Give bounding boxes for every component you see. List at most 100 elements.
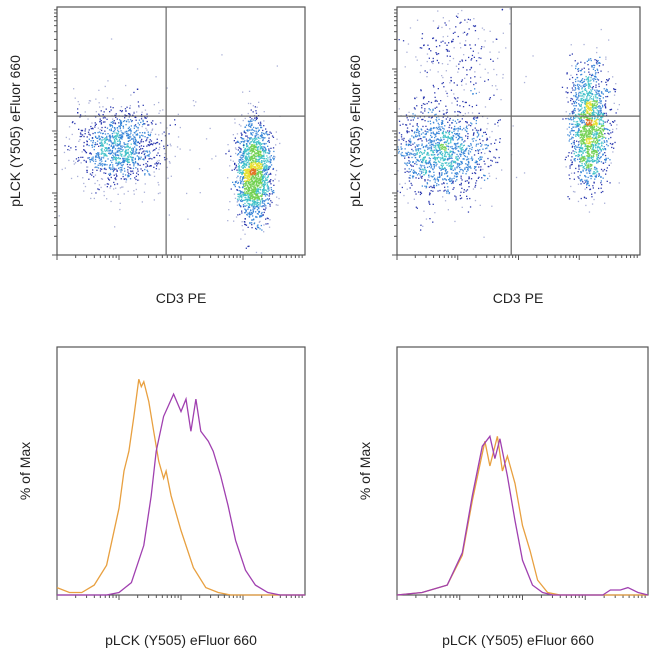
data-point xyxy=(262,183,264,186)
data-point xyxy=(252,149,254,151)
data-point xyxy=(242,177,245,179)
data-point xyxy=(106,198,108,200)
data-point xyxy=(414,135,417,138)
data-point xyxy=(259,143,261,145)
data-point xyxy=(254,149,256,151)
data-point xyxy=(126,145,128,147)
data-point xyxy=(577,146,579,148)
data-point xyxy=(422,146,424,149)
data-point xyxy=(267,145,269,147)
data-point xyxy=(244,233,246,235)
data-point xyxy=(260,143,263,145)
data-point xyxy=(446,140,449,142)
data-point xyxy=(605,173,607,175)
data-point xyxy=(247,152,250,154)
data-point xyxy=(611,143,613,146)
data-point xyxy=(258,143,260,145)
data-point xyxy=(598,173,600,175)
data-point xyxy=(589,121,591,123)
data-point xyxy=(256,164,258,166)
data-point xyxy=(436,117,438,119)
data-point xyxy=(580,70,582,72)
data-point xyxy=(432,84,434,87)
data-point xyxy=(429,141,431,143)
data-point xyxy=(413,107,416,109)
data-point xyxy=(470,158,472,160)
data-point xyxy=(242,152,244,154)
data-point xyxy=(593,125,596,128)
data-point xyxy=(246,189,249,191)
data-point xyxy=(248,199,250,201)
data-point xyxy=(466,158,469,160)
data-point xyxy=(250,203,252,205)
data-point xyxy=(139,149,141,151)
data-point xyxy=(575,94,577,97)
data-point xyxy=(236,133,239,135)
data-point xyxy=(397,170,399,172)
data-point xyxy=(490,159,492,161)
data-point xyxy=(441,167,443,169)
data-point xyxy=(249,147,251,149)
data-point xyxy=(164,135,167,137)
data-point xyxy=(437,176,439,178)
data-point xyxy=(102,121,105,123)
data-point xyxy=(146,145,148,147)
data-point xyxy=(407,119,409,121)
data-point xyxy=(91,137,94,140)
data-point xyxy=(68,145,70,147)
data-point xyxy=(249,119,252,121)
data-point xyxy=(575,92,577,94)
data-point xyxy=(493,156,495,158)
data-point xyxy=(135,144,137,146)
data-point xyxy=(609,159,611,161)
data-point xyxy=(250,149,252,151)
data-point xyxy=(591,128,593,130)
data-point xyxy=(432,168,434,171)
data-point xyxy=(262,170,264,172)
data-point xyxy=(449,178,451,180)
data-point xyxy=(113,188,115,190)
data-point xyxy=(152,144,154,146)
data-point xyxy=(244,218,246,220)
data-point xyxy=(168,214,170,216)
data-point xyxy=(80,135,83,138)
data-point xyxy=(170,175,172,177)
data-point xyxy=(249,123,251,125)
data-point xyxy=(594,142,596,144)
data-point xyxy=(415,193,417,195)
data-point xyxy=(265,177,267,179)
data-point xyxy=(402,139,405,141)
data-point xyxy=(144,152,146,155)
data-point xyxy=(128,113,130,115)
data-point xyxy=(251,157,253,159)
data-point xyxy=(464,168,466,170)
data-point xyxy=(71,121,74,124)
data-point xyxy=(95,153,97,155)
data-point xyxy=(250,190,253,192)
data-point xyxy=(598,123,600,125)
data-point xyxy=(265,165,267,168)
data-point xyxy=(489,175,491,177)
data-point xyxy=(137,179,139,181)
data-point xyxy=(454,160,457,163)
data-point xyxy=(142,151,144,153)
data-point xyxy=(437,156,440,158)
data-point xyxy=(456,147,458,149)
data-point xyxy=(434,162,436,164)
data-point xyxy=(108,147,110,149)
data-point xyxy=(259,144,261,146)
data-point xyxy=(435,119,437,121)
data-point xyxy=(425,173,427,175)
data-point xyxy=(252,174,254,176)
data-point xyxy=(118,134,120,136)
data-point xyxy=(461,139,463,141)
data-point xyxy=(119,163,121,165)
data-point xyxy=(249,142,251,144)
data-point xyxy=(157,162,160,164)
data-point xyxy=(480,145,482,147)
data-point xyxy=(248,129,251,131)
data-point xyxy=(94,135,97,138)
data-point xyxy=(578,148,581,151)
data-point xyxy=(248,166,250,168)
data-point xyxy=(589,154,591,156)
